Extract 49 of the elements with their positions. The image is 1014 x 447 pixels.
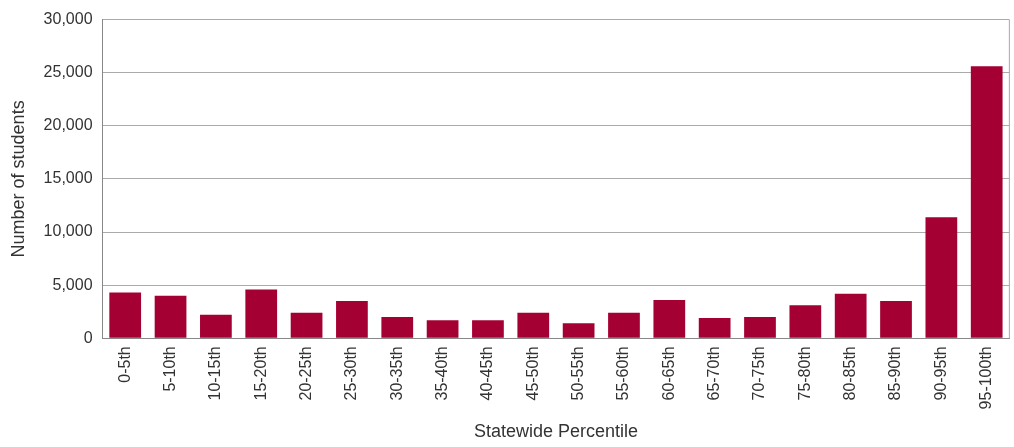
bar	[834, 293, 867, 338]
x-tick-label: 90-95th	[931, 346, 949, 401]
y-tick-label: 30,000	[43, 10, 93, 28]
bar	[608, 312, 640, 338]
x-tick-label: 65-70th	[705, 346, 723, 401]
x-tick-label: 60-65th	[659, 346, 677, 401]
x-tick-label: 35-40th	[433, 346, 451, 401]
x-tick-label: 30-35th	[387, 346, 405, 401]
bar	[200, 314, 232, 338]
bar	[381, 316, 414, 338]
x-tick-label: 20-25th	[296, 346, 314, 401]
bar	[472, 320, 504, 338]
y-tick-label: 15,000	[43, 169, 93, 187]
x-tick-label: 50-55th	[569, 346, 587, 401]
x-tick-label: 55-60th	[614, 346, 632, 401]
x-tick-label: 10-15th	[206, 346, 224, 401]
y-tick-label: 25,000	[43, 63, 93, 81]
bar	[970, 66, 1003, 338]
x-tick-label: 45-50th	[523, 346, 541, 401]
bar	[290, 312, 323, 338]
bar	[880, 301, 912, 338]
bar	[698, 318, 731, 338]
bar	[789, 305, 822, 338]
x-tick-label: 70-75th	[750, 346, 768, 401]
x-tick-label: 75-80th	[795, 346, 813, 401]
x-axis-title: Statewide Percentile	[473, 421, 638, 442]
bar	[245, 289, 278, 338]
bar	[154, 295, 187, 338]
y-axis-title: Number of students	[7, 100, 28, 258]
x-tick-label: 5-10th	[160, 346, 178, 392]
y-tick-label: 5,000	[52, 275, 93, 293]
x-tick-label: 0-5th	[115, 346, 133, 383]
x-tick-label: 85-90th	[886, 346, 904, 401]
bar	[336, 301, 368, 338]
x-tick-label: 15-20th	[251, 346, 269, 401]
y-tick-label: 10,000	[43, 222, 93, 240]
bar	[109, 292, 142, 338]
x-tick-label: 95-100th	[977, 346, 995, 410]
y-tick-label: 20,000	[43, 116, 93, 134]
bar	[517, 312, 550, 338]
x-tick-label: 80-85th	[841, 346, 859, 401]
bar	[562, 323, 595, 338]
x-tick-label: 40-45th	[478, 346, 496, 401]
bar	[426, 320, 459, 338]
bar	[653, 300, 686, 338]
bar	[744, 316, 776, 338]
x-tick-label: 25-30th	[342, 346, 360, 401]
y-tick-label: 0	[83, 328, 93, 346]
bar	[925, 217, 958, 338]
